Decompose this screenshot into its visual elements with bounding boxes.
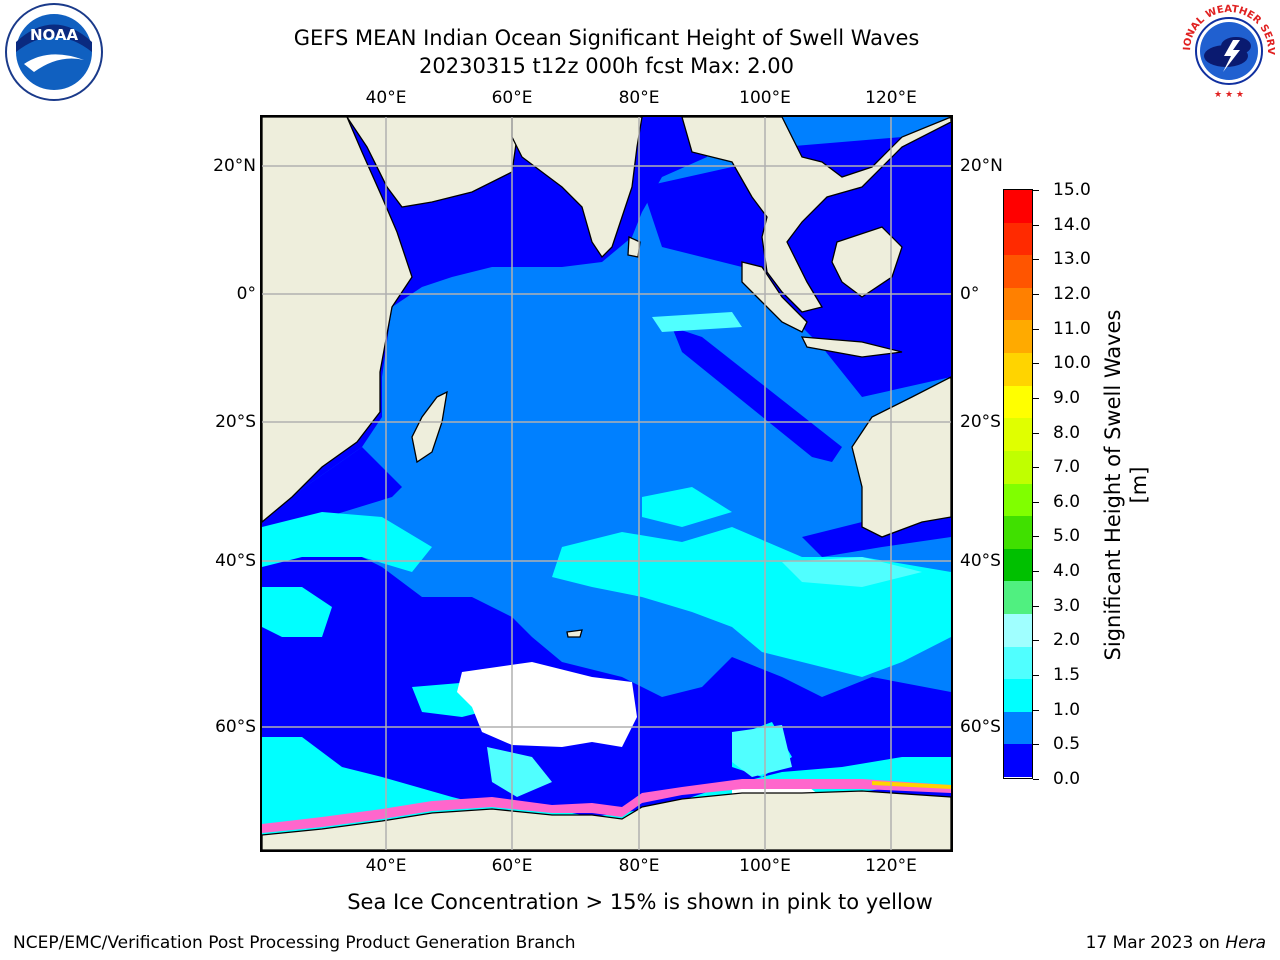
colorbar-tick-label: 9.0 xyxy=(1053,387,1081,408)
colorbar-segment xyxy=(1004,581,1032,615)
colorbar-tick-label: 5.0 xyxy=(1053,526,1081,547)
colorbar-tick xyxy=(1033,363,1039,365)
lon-label-top-100e: 100°E xyxy=(739,88,791,108)
colorbar-segment xyxy=(1004,320,1032,354)
colorbar-segment xyxy=(1004,548,1032,582)
colorbar-segment xyxy=(1004,613,1032,648)
colorbar-segment xyxy=(1004,516,1032,550)
colorbar-tick xyxy=(1033,744,1039,746)
colorbar-tick-label: 0.5 xyxy=(1053,734,1081,755)
lat-label-right-20n: 20°N xyxy=(960,156,1003,176)
colorbar-tick-label: 1.0 xyxy=(1053,699,1081,720)
colorbar-tick-label: 0.0 xyxy=(1053,769,1081,789)
date-text: 17 Mar 2023 on xyxy=(1085,933,1226,953)
colorbar-tick xyxy=(1033,571,1039,573)
colorbar-tick xyxy=(1033,640,1039,642)
colorbar-tick-label: 11.0 xyxy=(1053,318,1091,339)
colorbar-segment xyxy=(1004,385,1032,419)
lat-label-left-0: 0° xyxy=(236,284,256,304)
colorbar-segment xyxy=(1004,418,1032,452)
colorbar-tick xyxy=(1033,432,1039,434)
swell-height-map xyxy=(262,117,951,850)
colorbar-tick-label: 10.0 xyxy=(1053,353,1091,374)
lat-label-left-60s: 60°S xyxy=(215,717,256,737)
colorbar-tick xyxy=(1033,224,1039,226)
colorbar-segment xyxy=(1004,679,1032,713)
lat-label-right-40s: 40°S xyxy=(960,551,1001,571)
lat-label-right-60s: 60°S xyxy=(960,717,1001,737)
lon-label-bottom-120e: 120°E xyxy=(865,856,917,876)
host-name: Hera xyxy=(1225,933,1266,953)
colorbar-segment xyxy=(1004,353,1032,387)
colorbar xyxy=(1003,189,1033,779)
svg-text:★ ★ ★: ★ ★ ★ xyxy=(1214,90,1244,100)
lat-label-right-0: 0° xyxy=(960,284,980,304)
lon-label-top-120e: 120°E xyxy=(865,88,917,108)
colorbar-segment xyxy=(1004,255,1032,289)
lon-label-bottom-60e: 60°E xyxy=(491,856,533,876)
colorbar-tick xyxy=(1033,536,1039,538)
chart-subtitle: 20230315 t12z 000h fcst Max: 2.00 xyxy=(419,54,794,78)
colorbar-tick-label: 8.0 xyxy=(1053,422,1081,443)
colorbar-tick xyxy=(1033,501,1039,503)
colorbar-segment xyxy=(1004,744,1032,778)
lat-label-left-20s: 20°S xyxy=(215,412,256,432)
colorbar-segment xyxy=(1004,222,1032,256)
colorbar-tick-label: 3.0 xyxy=(1053,595,1081,616)
colorbar-tick xyxy=(1033,328,1039,330)
map-panel xyxy=(260,115,953,852)
colorbar-tick xyxy=(1033,605,1039,607)
lon-label-bottom-40e: 40°E xyxy=(365,856,407,876)
chart-title: GEFS MEAN Indian Ocean Significant Heigh… xyxy=(293,26,920,50)
lon-label-top-60e: 60°E xyxy=(491,88,533,108)
colorbar-tick-label: 15.0 xyxy=(1053,180,1091,200)
colorbar-tick-label: 13.0 xyxy=(1053,249,1091,270)
graticule xyxy=(262,117,951,850)
colorbar-tick-label: 12.0 xyxy=(1053,283,1091,304)
colorbar-tick-label: 2.0 xyxy=(1053,630,1081,651)
colorbar-tick-label: 4.0 xyxy=(1053,561,1081,582)
colorbar-segment xyxy=(1004,711,1032,745)
lon-label-top-80e: 80°E xyxy=(618,88,660,108)
lon-label-bottom-80e: 80°E xyxy=(618,856,660,876)
colorbar-tick xyxy=(1033,467,1039,469)
svg-text:NOAA: NOAA xyxy=(30,26,79,44)
colorbar-segment xyxy=(1004,646,1032,680)
lat-label-left-40s: 40°S xyxy=(215,551,256,571)
colorbar-tick xyxy=(1033,709,1039,711)
colorbar-tick xyxy=(1033,190,1039,191)
lat-label-left-20n: 20°N xyxy=(213,156,256,176)
colorbar-tick xyxy=(1033,779,1039,780)
colorbar-tick xyxy=(1033,397,1039,399)
lon-label-bottom-100e: 100°E xyxy=(739,856,791,876)
colorbar-tick xyxy=(1033,675,1039,677)
colorbar-tick-label: 6.0 xyxy=(1053,491,1081,512)
noaa-logo-icon: NOAA xyxy=(5,3,103,101)
date-line: 17 Mar 2023 on Hera xyxy=(1086,933,1266,953)
colorbar-segment xyxy=(1004,450,1032,484)
credit-line: NCEP/EMC/Verification Post Processing Pr… xyxy=(13,933,576,953)
colorbar-tick xyxy=(1033,293,1039,295)
nws-logo-icon: NATIONAL WEATHER SERVICE ★ ★ ★ xyxy=(1178,0,1278,100)
lat-label-right-20s: 20°S xyxy=(960,412,1001,432)
colorbar-tick-label: 14.0 xyxy=(1053,214,1091,235)
sea-ice-note: Sea Ice Concentration > 15% is shown in … xyxy=(347,890,933,914)
colorbar-title: Significant Height of Swell Waves [m] xyxy=(1101,309,1151,661)
colorbar-tick-label: 7.0 xyxy=(1053,457,1081,478)
higher-swell-regions xyxy=(487,312,922,797)
colorbar-tick-label: 1.5 xyxy=(1053,665,1081,686)
lon-label-top-40e: 40°E xyxy=(365,88,407,108)
colorbar-tick xyxy=(1033,259,1039,261)
colorbar-segment xyxy=(1004,483,1032,517)
colorbar-segment xyxy=(1004,190,1032,224)
colorbar-segment xyxy=(1004,287,1032,321)
